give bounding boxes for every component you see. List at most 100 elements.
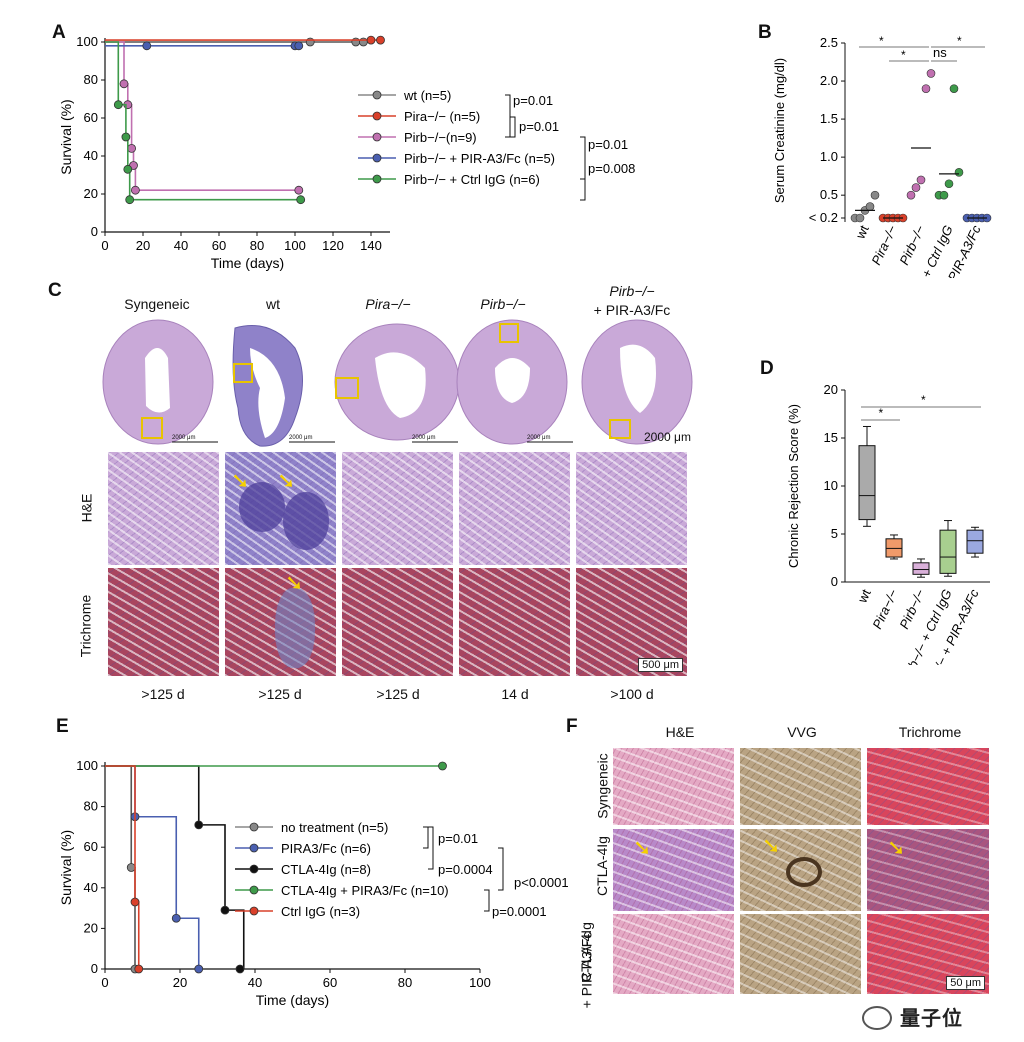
scale-label-overview: 2000 μm [644,430,691,444]
data-point [171,913,181,923]
row-label-he: H&E [78,493,95,523]
pvalue-label: p=0.0004 [438,862,493,877]
data-point [921,84,931,93]
trichrome-tile-pirb-treated: 500 μm [576,568,687,676]
data-point [194,964,204,974]
infiltrate [283,492,329,550]
pvalue-bracket [580,178,586,201]
data-point [949,84,959,93]
kidney-pirb [456,319,568,445]
pvalue-bracket [498,847,504,891]
y-tick-label: 0.5 [820,187,838,202]
he-tile-wt: ➘ ➘ [225,452,336,565]
legend-marker [372,90,382,100]
box [966,529,984,554]
x-tick-label: 20 [173,975,187,990]
legend-label: PIRA3/Fc (n=6) [281,841,371,856]
col-title-pira: Pira−/− [365,296,411,312]
pvalue-label: p=0.01 [588,137,628,152]
series-line [105,41,301,201]
series-line [105,765,200,969]
data-point [870,190,880,200]
data-point [194,820,204,830]
legend-marker [249,885,259,895]
x-tick-label: 80 [398,975,412,990]
y-tick-label: 10 [824,478,838,493]
scale-label: 2000 μm [527,435,551,441]
data-point [911,183,921,192]
x-tick-label: 100 [284,238,306,253]
data-point [121,132,131,142]
legend-marker [372,111,382,121]
legend-label: CTLA-4Ig + PIRA3/Fc (n=10) [281,883,449,898]
y-tick-label: 80 [84,72,98,87]
legend-marker [372,174,382,184]
trichrome-tile-wt: ➘ [225,568,336,676]
legend-marker [249,822,259,832]
col-title-pirb-treated: Pirb−/− [609,283,655,299]
x-tick-label: 80 [250,238,264,253]
he-tile-pirb-treated [576,452,687,565]
data-point [294,41,304,51]
significance-label: * [879,34,884,48]
day-label: 14 d [501,686,529,702]
category-label: wt [852,223,872,242]
vessel [786,857,822,887]
x-tick-label: 0 [101,975,108,990]
arrow-icon: ➘ [285,570,304,595]
data-point [113,100,123,110]
legend-label: Pira−/− (n=5) [404,109,480,124]
col-title-he: H&E [665,724,695,740]
y-tick-label: 0 [831,574,838,589]
row-label-syngeneic: Syngeneic [594,753,611,819]
pvalue-bracket [510,116,516,138]
x-tick-label: 0 [101,238,108,253]
panel-letter-e: E [56,716,69,737]
arrow-icon: ➘ [277,468,296,493]
y-axis-label: Chronic Rejection Score (%) [786,404,801,568]
pvalue-bracket [505,94,511,138]
y-axis-label: Survival (%) [58,830,74,905]
creatinine-chart-b: < 0.2 0.5 1.0 1.5 2.0 2.5 Serum Creatinine (mg… [772,34,992,278]
box [912,562,930,575]
kidney-syngeneic [102,319,214,445]
row-label-pir-a3fc: + PIR-A3/Fc [578,931,595,1009]
pvalue-bracket [423,826,429,849]
data-point [351,37,361,47]
trichrome-tile-ctla4ig: ➘ [867,829,989,911]
category-label: Pirb−/− [896,223,927,268]
he-tile-ctla4ig-combo [613,914,734,994]
y-tick-label: 0 [91,961,98,976]
panel-letter-c: C [48,280,62,301]
he-tile-ctla4ig: ➘ [613,829,734,911]
trichrome-tile-syngeneic-f [867,748,989,825]
y-tick-label: 20 [84,920,98,935]
he-tile-pirb [459,452,570,565]
y-tick-label: 15 [824,430,838,445]
data-point [131,185,140,195]
x-tick-label: 40 [248,975,262,990]
zoom-box [335,377,359,399]
zoom-box [233,363,253,383]
x-axis-label: Time (days) [256,992,329,1008]
legend-label: Ctrl IgG (n=3) [281,904,360,919]
significance-label: * [879,406,884,420]
vvg-tile-ctla4ig: ➘ [740,829,861,911]
day-label: >125 d [376,686,420,702]
data-point [134,964,144,974]
y-tick-label: 60 [84,839,98,854]
watermark: 量子位 [900,1008,963,1030]
y-tick-label: 100 [76,34,98,49]
arrow-icon: ➘ [887,835,906,860]
data-point [305,37,315,47]
y-tick-label: 40 [84,880,98,895]
significance-label: ns [933,45,947,60]
data-point [235,964,245,974]
legend-marker [372,132,382,142]
y-tick-label: 1.5 [820,111,838,126]
he-tile-syngeneic-f [613,748,734,825]
kidney-wt [232,325,303,447]
y-tick-label: 100 [76,758,98,773]
trichrome-tile-pira [342,568,453,676]
